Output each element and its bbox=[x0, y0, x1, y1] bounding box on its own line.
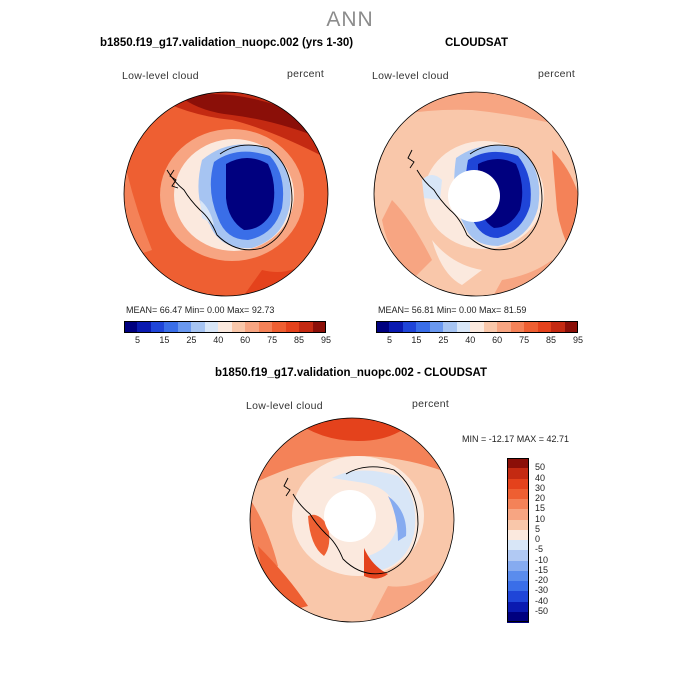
colorbar-tick-label: 5 bbox=[134, 335, 140, 345]
colorbar-swatch bbox=[245, 321, 260, 333]
colorbar-swatch bbox=[456, 321, 471, 333]
panel1-polar-map bbox=[123, 91, 329, 297]
colorbar-tick-label: 20 bbox=[535, 493, 546, 503]
panel3-title: b1850.f19_g17.validation_nuopc.002 - CLO… bbox=[215, 367, 488, 379]
colorbar-tick-label: -15 bbox=[535, 564, 549, 575]
colorbar-tick-label: -10 bbox=[535, 554, 549, 565]
colorbar-tick-label: 0 bbox=[535, 534, 541, 544]
colorbar-tick-label: 40 bbox=[213, 335, 224, 345]
colorbar-swatch bbox=[507, 478, 529, 490]
colorbar-swatch bbox=[443, 321, 458, 333]
colorbar-tick-label: -50 bbox=[535, 605, 549, 616]
panel1-units-label: percent bbox=[287, 68, 325, 80]
colorbar-tick-label: 25 bbox=[186, 335, 197, 345]
colorbar-swatch bbox=[299, 321, 314, 333]
panel3-units-label: percent bbox=[412, 398, 450, 410]
colorbar-tick-label: -40 bbox=[535, 595, 549, 606]
colorbar-swatch bbox=[416, 321, 431, 333]
colorbar-tick-label: 25 bbox=[438, 335, 449, 345]
colorbar-tick-label: 40 bbox=[465, 335, 476, 345]
panel1-colorbar: 5 15 25 40 60 75 85 95 bbox=[124, 321, 331, 345]
colorbar-swatch bbox=[312, 321, 327, 333]
colorbar-tick-label: 40 bbox=[535, 472, 546, 483]
main-title: ANN bbox=[326, 8, 374, 31]
panel2-stats: MEAN= 56.81 Min= 0.00 Max= 81.59 bbox=[378, 305, 527, 315]
colorbar-frame bbox=[124, 321, 326, 333]
colorbar-tick-label: 95 bbox=[320, 335, 331, 345]
colorbar-tick-label: 5 bbox=[535, 523, 541, 534]
colorbar-tick-label: 95 bbox=[572, 335, 583, 345]
colorbar-tick-label: 60 bbox=[492, 335, 503, 345]
colorbar-tick-label: -5 bbox=[535, 544, 544, 555]
colorbar-tick-label: 5 bbox=[386, 335, 392, 345]
colorbar-swatch bbox=[507, 488, 529, 500]
panel3-colorbar: 50 40 30 20 15 10 5 0 -5 -10 -15 -20 -30 -40 -50 bbox=[507, 458, 548, 623]
colorbar-tick-label: 15 bbox=[159, 335, 170, 345]
panel2-colorbar: 5 15 25 40 60 75 85 95 bbox=[376, 321, 583, 345]
colorbar-tick-label: 75 bbox=[267, 335, 278, 345]
colorbar-swatch bbox=[524, 321, 539, 333]
colorbar-swatch bbox=[507, 499, 529, 510]
panel2-polar-map bbox=[373, 91, 579, 297]
panel1-stats: MEAN= 66.47 Min= 0.00 Max= 92.73 bbox=[126, 305, 275, 315]
colorbar-tick-label: -30 bbox=[535, 585, 549, 596]
colorbar-swatch bbox=[470, 321, 485, 333]
panel3-stats: MIN = -12.17 MAX = 42.71 bbox=[462, 434, 570, 444]
colorbar-swatch bbox=[507, 540, 529, 551]
colorbar-swatch bbox=[507, 591, 529, 602]
colorbar-swatch bbox=[218, 321, 233, 333]
colorbar-swatch bbox=[507, 601, 529, 613]
colorbar-tick-label: 50 bbox=[535, 462, 546, 473]
panel1-variable-label: Low-level cloud bbox=[122, 70, 199, 82]
colorbar-swatch bbox=[177, 321, 192, 333]
colorbar-swatch bbox=[564, 321, 579, 333]
colorbar-swatch bbox=[507, 529, 529, 541]
colorbar-swatch bbox=[483, 321, 498, 333]
colorbar-tick-label: 15 bbox=[411, 335, 422, 345]
colorbar-swatch bbox=[191, 321, 206, 333]
colorbar-swatch bbox=[389, 321, 404, 333]
colorbar-tick-label: 60 bbox=[240, 335, 251, 345]
colorbar-swatch bbox=[551, 321, 566, 333]
colorbar-swatch bbox=[376, 321, 390, 333]
colorbar-tick-label: -20 bbox=[535, 575, 549, 585]
colorbar-tick-label: 10 bbox=[535, 513, 546, 524]
colorbar-swatch bbox=[204, 321, 219, 333]
colorbar-swatch bbox=[231, 321, 246, 333]
panel1-title: b1850.f19_g17.validation_nuopc.002 (yrs … bbox=[100, 37, 354, 49]
colorbar-swatch bbox=[507, 509, 529, 520]
colorbar-swatch bbox=[150, 321, 165, 333]
colorbar-swatch bbox=[507, 581, 529, 592]
colorbar-swatch bbox=[258, 321, 273, 333]
colorbar-swatch bbox=[164, 321, 179, 333]
panel2-units-label: percent bbox=[538, 68, 576, 80]
panel3-polar-map bbox=[249, 417, 455, 623]
colorbar-swatch bbox=[507, 550, 529, 561]
colorbar-swatch bbox=[507, 468, 529, 479]
colorbar-swatch bbox=[507, 570, 529, 582]
colorbar-swatch bbox=[510, 321, 525, 333]
colorbar-swatch bbox=[507, 458, 529, 469]
colorbar-swatch bbox=[272, 321, 287, 333]
colorbar-swatch bbox=[497, 321, 512, 333]
panel2-variable-label: Low-level cloud bbox=[372, 70, 449, 82]
colorbar-tick-label: 30 bbox=[535, 482, 546, 493]
colorbar-tick-label: 85 bbox=[546, 335, 557, 345]
panel2-title: CLOUDSAT bbox=[445, 37, 509, 49]
colorbar-swatch bbox=[507, 519, 529, 531]
colorbar-tick-label: 85 bbox=[294, 335, 305, 345]
colorbar-tick-label: 15 bbox=[535, 503, 546, 514]
colorbar-swatch bbox=[137, 321, 152, 333]
colorbar-swatch bbox=[507, 560, 529, 572]
colorbar-swatch bbox=[429, 321, 444, 333]
colorbar-swatch bbox=[285, 321, 300, 333]
colorbar-tick-label: 75 bbox=[519, 335, 530, 345]
colorbar-frame bbox=[507, 458, 529, 622]
colorbar-frame bbox=[376, 321, 578, 333]
colorbar-swatch bbox=[402, 321, 417, 333]
colorbar-swatch bbox=[507, 611, 529, 623]
colorbar-swatch bbox=[124, 321, 138, 333]
colorbar-swatch bbox=[537, 321, 552, 333]
panel3-variable-label: Low-level cloud bbox=[246, 400, 323, 412]
